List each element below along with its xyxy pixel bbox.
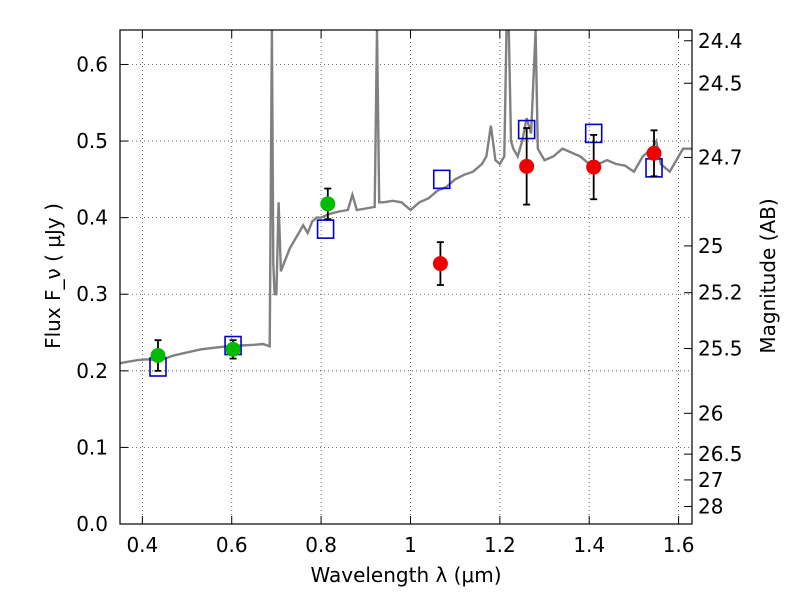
y-tick-label: 0.6	[76, 52, 108, 76]
tick-labels: 0.4 0.6 0.8 1 1.2 1.4 1.6 0.0 0.1 0.2 0.3 0.4 0.5 0.6…	[76, 29, 742, 557]
model-square	[432, 169, 451, 190]
magnitude-tick-label: 27	[698, 468, 723, 492]
x-tick-label: 0.6	[216, 533, 248, 557]
magnitude-tick-label: 24.7	[698, 145, 743, 169]
photometry-point	[432, 256, 448, 272]
grid	[120, 30, 692, 525]
magnitude-tick-label: 24.4	[698, 29, 743, 53]
photometry-point	[519, 158, 535, 174]
y-axis-label-left: Flux F_ν ( μJy )	[41, 203, 65, 349]
magnitude-tick-label: 24.5	[698, 71, 743, 95]
x-tick-label: 1	[404, 533, 417, 557]
y-axis-label-right: Magnitude (AB)	[756, 198, 780, 353]
y-tick-label: 0.4	[76, 206, 108, 230]
plot-frame	[119, 29, 693, 525]
x-axis-label: Wavelength λ (μm)	[310, 563, 501, 587]
x-tick-label: 0.8	[305, 533, 337, 557]
photometry-point	[646, 145, 662, 161]
y-tick-label: 0.5	[76, 129, 108, 153]
x-tick-label: 1.6	[663, 533, 695, 557]
photometry-point	[150, 348, 166, 364]
magnitude-tick-label: 25.5	[698, 337, 743, 361]
y-tick-label: 0.2	[76, 359, 108, 383]
x-tick-label: 0.4	[126, 533, 158, 557]
x-tick-label: 1.2	[484, 533, 516, 557]
ticks	[120, 30, 692, 525]
magnitude-tick-label: 25.2	[698, 281, 743, 305]
y-tick-label: 0.0	[76, 512, 108, 536]
photometry-point	[320, 196, 336, 212]
magnitude-tick-label: 26	[698, 401, 723, 425]
photometry-point	[586, 159, 602, 175]
magnitude-tick-label: 25	[698, 234, 723, 258]
plot-area	[120, 30, 692, 377]
model-square	[316, 219, 335, 239]
x-tick-label: 1.4	[573, 533, 605, 557]
spectrum-line	[120, 30, 692, 365]
magnitude-tick-label: 28	[698, 494, 723, 518]
y-tick-label: 0.1	[76, 435, 108, 459]
photometry-point	[225, 341, 241, 357]
magnitude-tick-label: 26.5	[698, 442, 743, 466]
y-tick-label: 0.3	[76, 282, 108, 306]
